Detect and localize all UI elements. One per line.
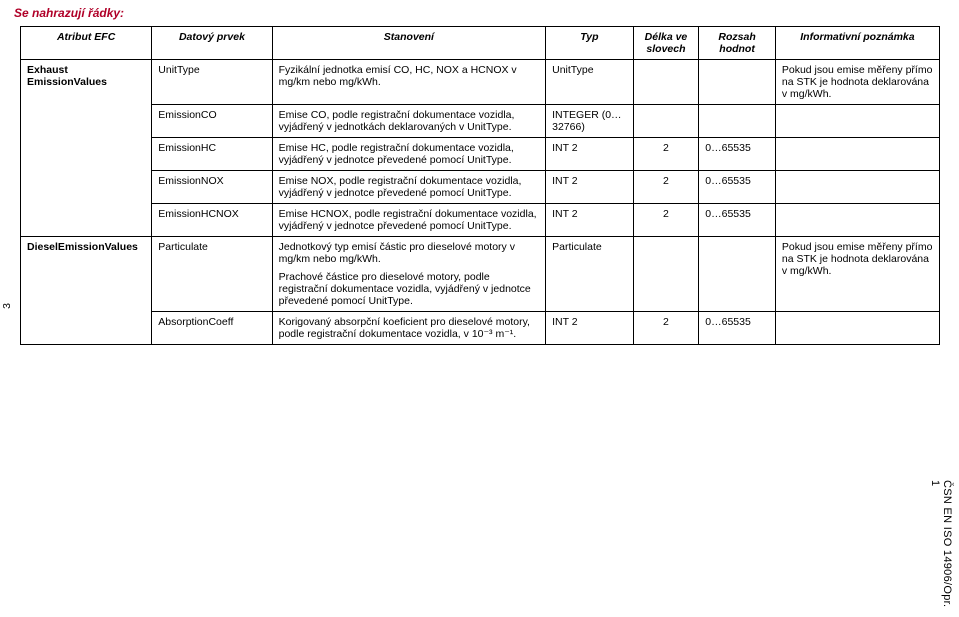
cell-typ: INT 2 xyxy=(546,171,634,204)
cell-stanoveni: Emise NOX, podle registrační dokumentace… xyxy=(272,171,546,204)
table-row: EmissionCOEmise CO, podle registrační do… xyxy=(21,105,940,138)
cell-delka xyxy=(633,237,699,312)
cell-typ: INT 2 xyxy=(546,138,634,171)
cell-rozsah xyxy=(699,60,776,105)
standard-id-label: ČSN EN ISO 14906/Opr. 1 xyxy=(929,480,953,617)
cell-prvek: EmissionHC xyxy=(152,138,272,171)
cell-prvek: AbsorptionCoeff xyxy=(152,312,272,345)
cell-stanoveni: Korigovaný absorpční koeficient pro dies… xyxy=(272,312,546,345)
cell-stanoveni: Fyzikální jednotka emisí CO, HC, NOX a H… xyxy=(272,60,546,105)
cell-rozsah: 0…65535 xyxy=(699,138,776,171)
cell-rozsah xyxy=(699,237,776,312)
cell-stanoveni: Emise HCNOX, podle registrační dokumenta… xyxy=(272,204,546,237)
cell-rozsah xyxy=(699,105,776,138)
cell-typ: INT 2 xyxy=(546,312,634,345)
col-rozsah: Rozsah hodnot xyxy=(699,27,776,60)
table-row: AbsorptionCoeffKorigovaný absorpční koef… xyxy=(21,312,940,345)
table-row: EmissionHCEmise HC, podle registrační do… xyxy=(21,138,940,171)
cell-prvek: EmissionCO xyxy=(152,105,272,138)
col-pozn: Informativní poznámka xyxy=(775,27,939,60)
cell-atribut: DieselEmissionValues xyxy=(21,237,152,345)
table-row: Exhaust EmissionValuesUnitTypeFyzikální … xyxy=(21,60,940,105)
cell-pozn xyxy=(775,204,939,237)
col-delka: Délka ve slovech xyxy=(633,27,699,60)
cell-prvek: Particulate xyxy=(152,237,272,312)
cell-prvek: UnitType xyxy=(152,60,272,105)
col-atribut: Atribut EFC xyxy=(21,27,152,60)
cell-prvek: EmissionNOX xyxy=(152,171,272,204)
cell-rozsah: 0…65535 xyxy=(699,312,776,345)
cell-delka: 2 xyxy=(633,312,699,345)
cell-atribut: Exhaust EmissionValues xyxy=(21,60,152,237)
cell-pozn xyxy=(775,171,939,204)
cell-delka xyxy=(633,60,699,105)
cell-typ: INT 2 xyxy=(546,204,634,237)
cell-prvek: EmissionHCNOX xyxy=(152,204,272,237)
cell-typ: UnitType xyxy=(546,60,634,105)
cell-pozn xyxy=(775,312,939,345)
cell-typ: Particulate xyxy=(546,237,634,312)
cell-pozn: Pokud jsou emise měřeny přímo na STK je … xyxy=(775,60,939,105)
page-number: 3 xyxy=(1,303,13,309)
cell-pozn xyxy=(775,105,939,138)
table-row: DieselEmissionValuesParticulateJednotkov… xyxy=(21,237,940,312)
cell-delka xyxy=(633,105,699,138)
cell-stanoveni: Jednotkový typ emisí částic pro dieselov… xyxy=(272,237,546,312)
cell-typ: INTEGER (0…32766) xyxy=(546,105,634,138)
table-header-row: Atribut EFC Datový prvek Stanovení Typ D… xyxy=(21,27,940,60)
cell-stanoveni: Emise CO, podle registrační dokumentace … xyxy=(272,105,546,138)
cell-rozsah: 0…65535 xyxy=(699,204,776,237)
emissions-table: Atribut EFC Datový prvek Stanovení Typ D… xyxy=(20,26,940,345)
cell-delka: 2 xyxy=(633,171,699,204)
cell-rozsah: 0…65535 xyxy=(699,171,776,204)
cell-pozn: Pokud jsou emise měřeny přímo na STK je … xyxy=(775,237,939,312)
table-row: EmissionNOXEmise NOX, podle registrační … xyxy=(21,171,940,204)
emissions-table-wrap: Atribut EFC Datový prvek Stanovení Typ D… xyxy=(20,26,940,345)
replacing-rows-heading: Se nahrazují řádky: xyxy=(14,6,124,20)
cell-delka: 2 xyxy=(633,204,699,237)
cell-stanoveni: Emise HC, podle registrační dokumentace … xyxy=(272,138,546,171)
col-stanoveni: Stanovení xyxy=(272,27,546,60)
table-row: EmissionHCNOXEmise HCNOX, podle registra… xyxy=(21,204,940,237)
cell-pozn xyxy=(775,138,939,171)
col-typ: Typ xyxy=(546,27,634,60)
table-body: Exhaust EmissionValuesUnitTypeFyzikální … xyxy=(21,60,940,345)
col-prvek: Datový prvek xyxy=(152,27,272,60)
cell-delka: 2 xyxy=(633,138,699,171)
